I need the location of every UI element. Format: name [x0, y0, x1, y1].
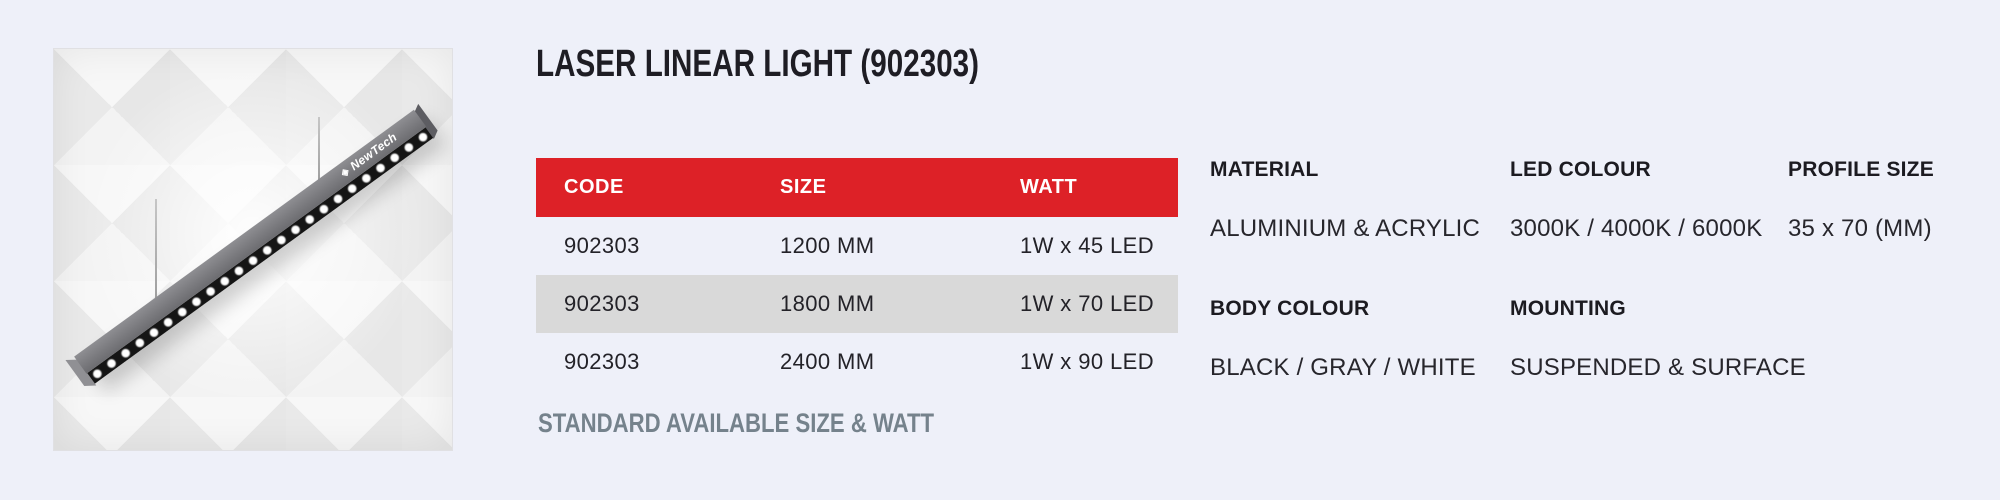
cell-size: 2400 MM: [780, 349, 875, 374]
column-header-code: CODE: [564, 176, 624, 198]
spec-label-mounting: MOUNTING: [1510, 297, 1626, 320]
product-photo: ◈ NewTech: [53, 48, 453, 451]
column-header-size: SIZE: [780, 176, 827, 198]
spec-value-led-colour: 3000K / 4000K / 6000K: [1510, 215, 1763, 242]
cell-watt: 1W x 45 LED: [1020, 233, 1155, 258]
table-header-row: CODE SIZE WATT: [536, 158, 1178, 217]
fixture-led-strip: [86, 126, 434, 385]
cell-code: 902303: [564, 349, 640, 374]
table-row: 902303 2400 MM 1W x 90 LED: [536, 333, 1178, 391]
cell-size: 1800 MM: [780, 291, 875, 316]
suspension-wire-right: [318, 117, 320, 191]
column-header-watt: WATT: [1020, 176, 1078, 198]
fixture-body: ◈ NewTech: [74, 109, 427, 374]
spec-value-material: ALUMINIUM & ACRYLIC: [1210, 215, 1481, 242]
table-footnote: STANDARD AVAILABLE SIZE & WATT: [538, 408, 935, 438]
linear-light-fixture: ◈ NewTech: [65, 103, 438, 386]
spec-label-led-colour: LED COLOUR: [1510, 158, 1651, 181]
page-title: LASER LINEAR LIGHT (902303): [536, 43, 980, 85]
table-row: 902303 1800 MM 1W x 70 LED: [536, 275, 1178, 333]
cell-watt: 1W x 90 LED: [1020, 349, 1155, 374]
cell-code: 902303: [564, 233, 640, 258]
table-row: 902303 1200 MM 1W x 45 LED: [536, 217, 1178, 275]
spec-label-body-colour: BODY COLOUR: [1210, 297, 1370, 320]
size-watt-table: CODE SIZE WATT 902303 1200 MM 1W x 45 LE…: [536, 158, 1178, 391]
cell-watt: 1W x 70 LED: [1020, 291, 1155, 316]
cell-code: 902303: [564, 291, 640, 316]
spec-value-profile-size: 35 x 70 (MM): [1788, 215, 1932, 242]
suspension-wire-left: [155, 199, 157, 311]
cell-size: 1200 MM: [780, 233, 875, 258]
spec-value-mounting: SUSPENDED & SURFACE: [1510, 354, 1806, 381]
spec-label-material: MATERIAL: [1210, 158, 1319, 181]
spec-value-body-colour: BLACK / GRAY / WHITE: [1210, 354, 1476, 381]
spec-label-profile-size: PROFILE SIZE: [1788, 158, 1934, 181]
brand-logo-icon: ◈: [338, 165, 352, 179]
